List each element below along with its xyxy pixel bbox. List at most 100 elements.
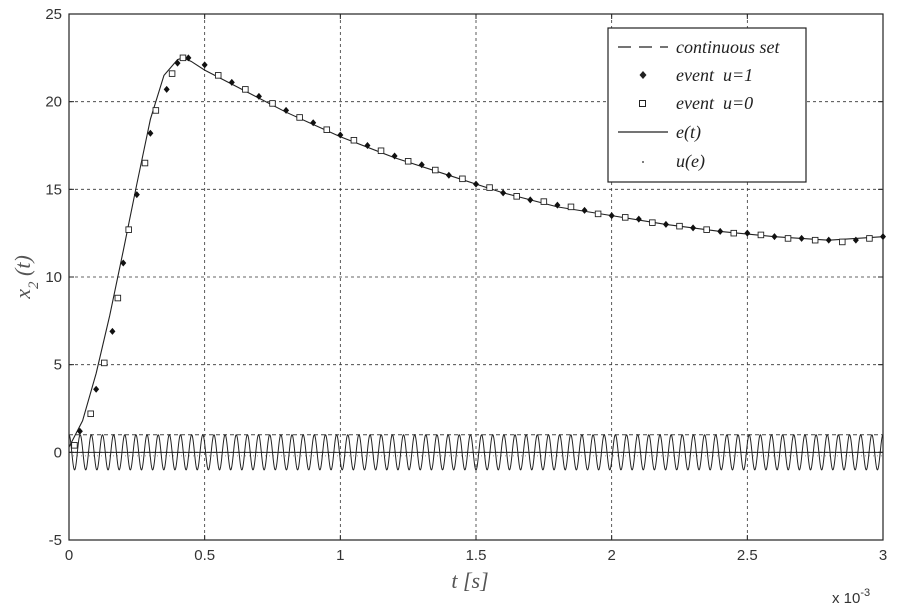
event-u1-point	[473, 180, 479, 188]
event-u1-point	[174, 59, 181, 67]
event-u1-point	[418, 161, 425, 169]
y-axis-label-group: x2 (t)	[10, 255, 42, 300]
event-u0-point	[114, 294, 122, 302]
legend-entry-u-e: u(e)	[642, 151, 705, 172]
x-tick-label: 1	[336, 547, 344, 564]
event-u0-point	[486, 184, 493, 191]
event-u0-point	[141, 159, 149, 167]
event-u0-point	[168, 70, 176, 77]
x-tick-label: 3	[879, 547, 887, 564]
event-u1-point	[76, 427, 83, 435]
event-u1-point	[500, 189, 507, 197]
event-u1-point	[255, 92, 262, 100]
event-u0-point	[459, 175, 466, 183]
event-u0-point	[839, 238, 846, 246]
event-u0-point	[101, 359, 108, 367]
event-u0-point	[703, 226, 710, 233]
event-u0-point	[71, 442, 78, 449]
legend-entry-event-u1: event u=1	[639, 65, 753, 85]
x-tick-label: 2.5	[737, 547, 758, 564]
event-u1-point	[798, 234, 805, 242]
event-u0-point	[242, 86, 249, 93]
legend-swatch-dot	[642, 161, 644, 163]
y-axis-label-tail: (t)	[10, 255, 35, 281]
y-tick-label: 15	[45, 181, 62, 198]
y-tick-label: 25	[45, 6, 62, 23]
event-u1-point	[283, 106, 290, 114]
event-u0-point	[350, 136, 358, 144]
event-u1-point	[163, 85, 170, 93]
y-axis-label-sub: 2	[26, 281, 42, 289]
legend-label-u-e: u(e)	[676, 151, 705, 172]
x-tick-label: 2	[607, 547, 615, 564]
event-u1-point	[527, 196, 534, 204]
legend-swatch-square	[639, 100, 646, 107]
event-u0-point	[567, 203, 575, 211]
event-u0-point	[811, 236, 819, 244]
event-u0-point	[125, 226, 132, 233]
x-tick-label: 1.5	[466, 547, 487, 564]
y-axis-label-main: x	[10, 289, 35, 300]
markers-layer	[71, 54, 886, 449]
x-axis-label: t [s]	[451, 568, 488, 593]
event-u1-point	[337, 131, 344, 139]
event-u0-point	[594, 210, 602, 218]
x-tick-label: 0	[65, 547, 73, 564]
event-u0-point	[513, 193, 520, 200]
event-u1-point	[445, 171, 452, 179]
y-tick-label: 5	[54, 357, 62, 374]
event-u0-point	[87, 410, 94, 418]
event-u1-point	[690, 224, 697, 232]
event-u1-point	[635, 215, 642, 223]
event-u0-point	[296, 114, 303, 121]
x-exponent-power: -3	[860, 587, 870, 599]
event-u1-point	[880, 233, 886, 241]
event-u1-point	[201, 61, 208, 69]
event-u0-point	[676, 222, 683, 230]
event-u0-point	[269, 100, 276, 107]
event-u1-point	[717, 227, 724, 235]
event-u1-point	[744, 229, 751, 237]
event-u1-point	[310, 119, 317, 127]
event-u0-point	[649, 219, 656, 226]
event-u1-point	[662, 220, 669, 228]
event-u1-point	[109, 327, 116, 335]
event-u0-point	[757, 231, 765, 239]
x-exponent-label: x 10-3	[832, 587, 870, 607]
y-axis-label: x2 (t)	[10, 255, 42, 300]
event-u1-point	[825, 236, 832, 244]
legend-label-e-t: e(t)	[676, 122, 701, 143]
legend-entry-continuous-set: continuous set	[618, 37, 780, 57]
y-tick-label: 20	[45, 94, 62, 111]
event-u0-point	[179, 54, 187, 62]
event-u1-point	[391, 152, 398, 160]
y-tick-labels: -5 0 5 10 15 20 25	[45, 6, 62, 549]
y-tick-label: 10	[45, 269, 62, 286]
event-u1-point	[228, 78, 235, 86]
event-u0-point	[540, 198, 548, 205]
event-u1-point	[364, 142, 371, 149]
event-u0-point	[404, 158, 412, 165]
event-u1-point	[852, 236, 859, 244]
y-tick-label: -5	[49, 532, 62, 549]
event-u1-point	[185, 54, 192, 62]
x-tick-labels: 0 0.5 1 1.5 2 2.5 3	[65, 547, 887, 564]
x-exponent-base: x 10	[832, 590, 860, 607]
event-u0-point	[214, 72, 222, 79]
event-u0-point	[432, 166, 439, 174]
event-u1-point	[771, 233, 778, 241]
event-u0-point	[152, 107, 160, 114]
event-u1-point	[147, 129, 154, 137]
event-u1-point	[581, 206, 588, 214]
e-t-line	[68, 434, 884, 471]
legend-label-event-u1: event u=1	[676, 65, 753, 85]
legend: continuous set event u=1 event u=0 e(t) …	[607, 27, 807, 183]
event-u1-point	[608, 212, 615, 220]
y-tick-label: 0	[54, 444, 62, 461]
event-u0-point	[730, 229, 738, 237]
legend-label-continuous-set: continuous set	[676, 37, 780, 57]
event-u0-point	[866, 235, 873, 242]
event-u1-point	[93, 385, 100, 393]
legend-label-event-u0: event u=0	[676, 93, 753, 113]
